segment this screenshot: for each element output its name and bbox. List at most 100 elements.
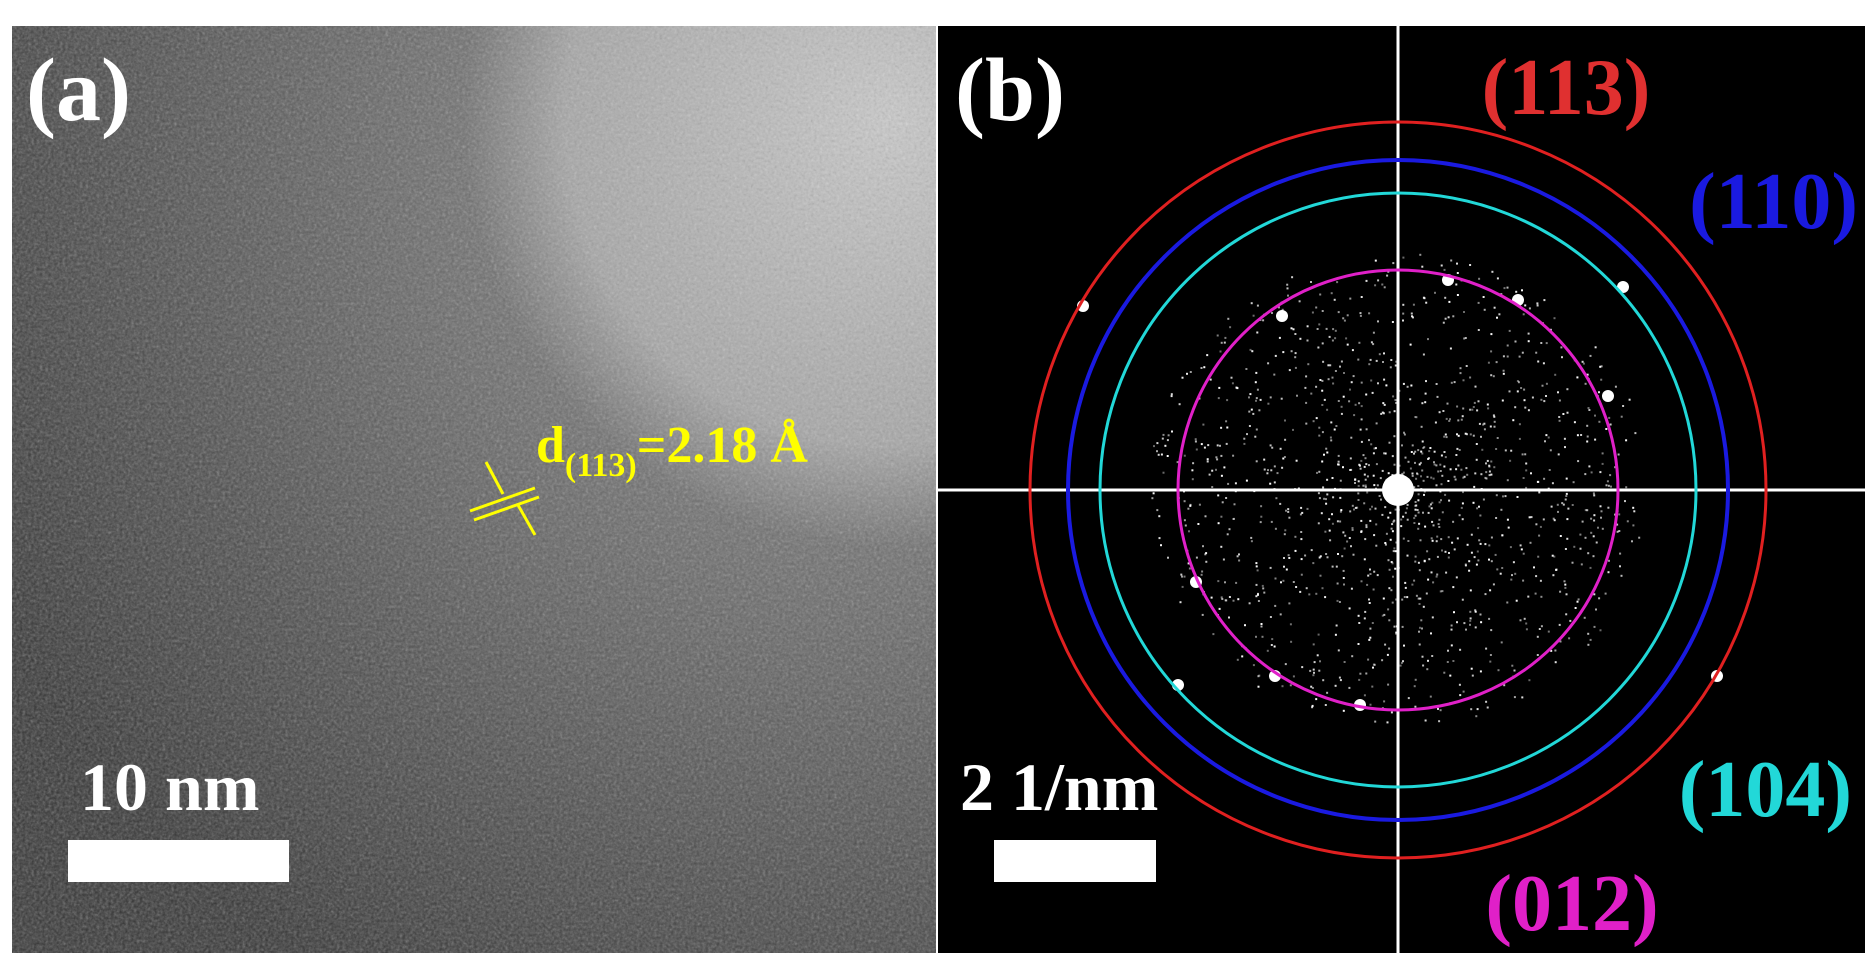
speckle [1594,414,1596,417]
speckle [1383,286,1386,289]
speckle [1522,579,1525,582]
speckle [1261,584,1264,587]
speckle [1194,440,1197,443]
speckle [1506,601,1509,604]
speckle [1464,564,1467,567]
speckle [1300,506,1303,509]
speckle [1626,520,1629,523]
speckle [1404,511,1407,514]
speckle [1395,360,1398,363]
speckle [1329,364,1332,367]
speckle [1360,405,1363,408]
speckle [1400,518,1403,521]
speckle [1581,360,1584,363]
speckle [1461,518,1464,521]
speckle [1255,562,1258,565]
speckle [1477,527,1480,530]
speckle [1401,473,1404,476]
speckle [1520,548,1523,551]
speckle [1321,379,1324,382]
speckle [1438,501,1441,504]
speckle [1241,655,1244,658]
speckle [1200,367,1203,369]
speckle [1521,696,1524,699]
speckle [1564,548,1567,550]
speckle [1450,381,1453,384]
speckle [1372,331,1375,334]
speckle [1259,521,1262,524]
speckle [1522,552,1525,555]
speckle [1383,403,1386,406]
speckle [1614,513,1617,516]
speckle [1321,404,1324,406]
speckle [1479,542,1482,545]
speckle [1300,538,1303,541]
speckle [1558,416,1561,418]
speckle [1381,469,1384,472]
speckle [1401,472,1404,475]
speckle [1250,536,1253,539]
speckle [1452,586,1455,589]
speckle [1329,539,1332,542]
speckle [1488,544,1491,547]
speckle [1496,568,1499,571]
speckle [1553,519,1556,522]
speckle [1283,565,1285,568]
speckle [1479,670,1482,673]
speckle [1259,398,1262,401]
speckle [1496,437,1499,439]
speckle [1619,565,1621,568]
speckle [1362,454,1365,457]
speckle [1364,478,1367,481]
speckle [1372,343,1375,346]
speckle [1413,517,1416,520]
speckle [1360,296,1363,298]
speckle [1394,567,1397,570]
speckle [1334,684,1337,687]
speckle [1588,465,1591,468]
speckle [1318,323,1321,326]
speckle [1589,638,1592,641]
speckle [1382,412,1385,415]
speckle [1374,720,1377,723]
speckle [1586,424,1589,427]
speckle [1280,581,1282,584]
speckle [1441,474,1444,477]
speckle [1198,503,1201,506]
speckle [1444,456,1447,459]
speckle [1458,449,1461,451]
speckle [1378,353,1381,356]
speckle [1516,496,1519,498]
speckle [1156,509,1159,512]
speckle [1220,515,1223,518]
speckle [1224,599,1227,602]
speckle [1284,529,1287,532]
speckle [1412,316,1414,319]
speckle [1331,565,1334,568]
speckle [1524,453,1527,456]
speckle [1443,435,1446,438]
speckle [1279,502,1282,505]
speckle [1597,526,1599,529]
speckle [1200,443,1203,446]
speckle [1331,477,1334,479]
speckle [1469,264,1472,266]
speckle [1269,616,1272,618]
speckle [1618,530,1621,532]
speckle [1283,456,1286,458]
speckle [1288,516,1291,519]
speckle [1544,440,1546,443]
speckle [1186,372,1188,375]
speckle [1377,279,1380,282]
speckle [1565,477,1568,480]
speckle [1581,520,1584,523]
speckle [1415,416,1418,419]
speckle [1238,553,1240,556]
speckle [1358,463,1361,466]
speckle [1560,346,1563,349]
speckle [1506,479,1509,482]
speckle [1420,475,1422,478]
speckle [1514,406,1517,409]
speckle [1454,478,1457,481]
speckle [1318,470,1321,473]
